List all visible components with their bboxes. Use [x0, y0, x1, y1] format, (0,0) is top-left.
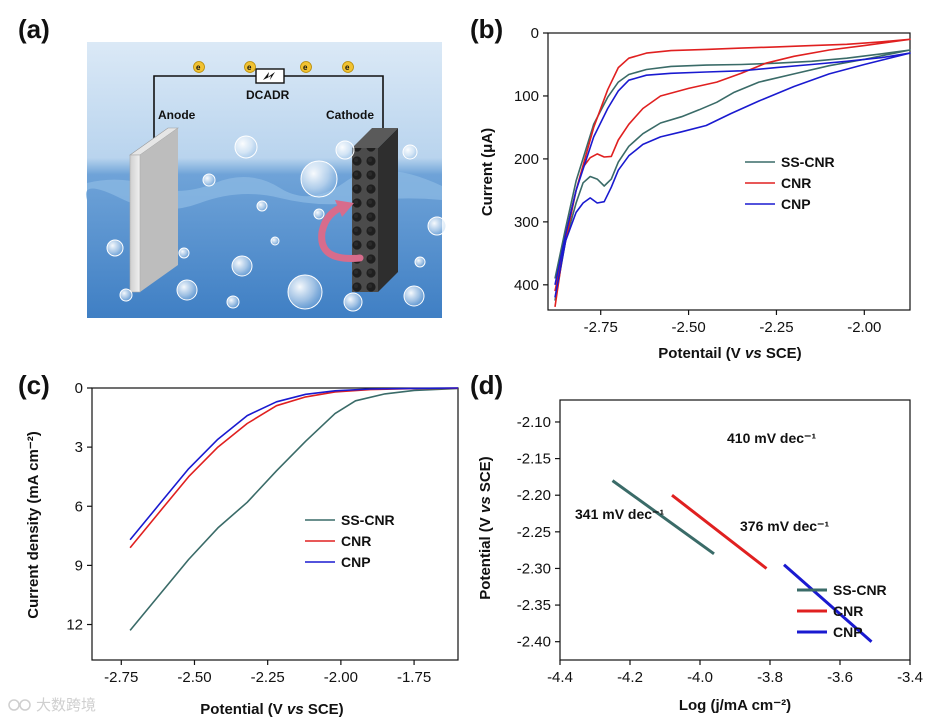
x-axis-title: Log (j/mA cm⁻²)	[679, 697, 791, 714]
series-line-cnr	[554, 38, 911, 308]
x-tick-label: -2.00	[324, 669, 358, 686]
x-tick-label: -2.75	[584, 319, 618, 336]
panel-label-a: (a)	[18, 14, 50, 44]
slope-annotation: 341 mV dec⁻¹	[575, 506, 664, 522]
x-tick-label: -2.50	[671, 319, 705, 336]
series-line-cnp	[129, 387, 459, 541]
legend-label: CNP	[341, 554, 371, 570]
x-tick-label: -4.2	[617, 669, 643, 686]
y-tick-label: -2.15	[517, 451, 551, 468]
cathode-label: Cathode	[326, 108, 374, 122]
dcadr-label: DCADR	[246, 88, 290, 102]
chart-d-tafel-plot: -4.4 -4.2 -4.0 -3.8 -3.6 -3.4 -2.40 -2.35 -2.30 -…	[477, 399, 923, 714]
electron-label: e	[303, 63, 308, 72]
y-tick-label: 3	[75, 439, 83, 456]
panel-label-d: (d)	[470, 370, 503, 400]
x-tick-label: -2.00	[847, 319, 881, 336]
x-tick-label: -1.75	[397, 669, 431, 686]
chart-b-cv-curves: -2.75 -2.50 -2.25 -2.00 0 100 200 300 400 Potenta…	[479, 25, 911, 362]
x-tick-label: -3.6	[827, 669, 853, 686]
series-line-ss-cnr	[554, 49, 911, 301]
y-tick-label: 100	[514, 88, 539, 105]
legend-label: SS-CNR	[341, 512, 395, 528]
legend-label: CNP	[833, 624, 863, 640]
y-tick-label: -2.40	[517, 634, 551, 651]
reaction-arrow	[318, 202, 364, 262]
panel-label-b: (b)	[470, 14, 503, 44]
x-tick-label: -4.4	[547, 669, 573, 686]
y-tick-label: 12	[66, 617, 83, 634]
watermark-text: 大数跨境	[36, 696, 96, 714]
plot-frame	[559, 399, 911, 661]
y-tick-label: 0	[75, 380, 83, 397]
cathode-foam	[352, 128, 398, 292]
x-tick-label: -4.0	[687, 669, 713, 686]
plot-frame	[547, 32, 911, 311]
y-tick-label: 200	[514, 151, 539, 168]
series-line-cnr	[671, 494, 768, 570]
panel-label-c: (c)	[18, 370, 50, 400]
anode-label: Anode	[158, 108, 196, 122]
x-tick-label: -3.4	[897, 669, 923, 686]
y-tick-label: -2.30	[517, 560, 551, 577]
y-tick-label: -2.35	[517, 597, 551, 614]
x-tick-label: -2.50	[177, 669, 211, 686]
x-tick-label: -2.25	[759, 319, 793, 336]
x-axis-title: Potentail (V vs SCE)	[658, 345, 801, 362]
legend-label: SS-CNR	[833, 582, 887, 598]
series-line-ss-cnr	[129, 387, 459, 631]
schematic-illustration: DCADR Anode Cathode e e e e	[85, 42, 447, 318]
y-tick-label: 6	[75, 498, 83, 515]
legend-label: SS-CNR	[781, 154, 835, 170]
electron-label: e	[247, 63, 252, 72]
y-tick-label: -2.10	[517, 414, 551, 431]
lightning-icon	[263, 72, 275, 80]
electron-label: e	[196, 63, 201, 72]
x-tick-label: -2.75	[104, 669, 138, 686]
y-tick-label: 9	[75, 557, 83, 574]
anode-plate	[129, 127, 179, 293]
y-tick-label: 300	[514, 214, 539, 231]
y-tick-label: -2.25	[517, 524, 551, 541]
y-tick-label: 400	[514, 277, 539, 294]
x-tick-label: -2.25	[251, 669, 285, 686]
watermark: 大数跨境	[8, 696, 96, 714]
series-line-cnp	[783, 563, 873, 643]
y-tick-label: -2.20	[517, 487, 551, 504]
legend-label: CNP	[781, 196, 811, 212]
series-line-cnr	[129, 387, 459, 549]
electron-icons: e e e e	[193, 61, 354, 73]
x-tick-label: -3.8	[757, 669, 783, 686]
y-axis-title: Potential (V vs SCE)	[477, 456, 494, 599]
slope-annotation: 410 mV dec⁻¹	[727, 430, 816, 446]
y-axis-title: Current density (mA cm⁻²)	[25, 431, 42, 618]
series-line-ss-cnr	[611, 479, 715, 556]
y-axis-title: Current (μA)	[479, 128, 496, 216]
legend-label: CNR	[833, 603, 863, 619]
reaction-arrowhead	[335, 200, 354, 217]
y-tick-label: 0	[531, 25, 539, 42]
electron-label: e	[345, 63, 350, 72]
slope-annotation: 376 mV dec⁻¹	[740, 518, 829, 534]
series-line-cnp	[554, 52, 911, 298]
plot-frame	[91, 387, 459, 661]
chart-c-lsv-curves: -2.75 -2.50 -2.25 -2.00 -1.75 0 3 6 9 12 Potential…	[25, 380, 459, 718]
legend-label: CNR	[781, 175, 811, 191]
molecule-bubbles	[106, 135, 447, 312]
x-axis-title: Potential (V vs SCE)	[200, 701, 343, 718]
legend-label: CNR	[341, 533, 371, 549]
